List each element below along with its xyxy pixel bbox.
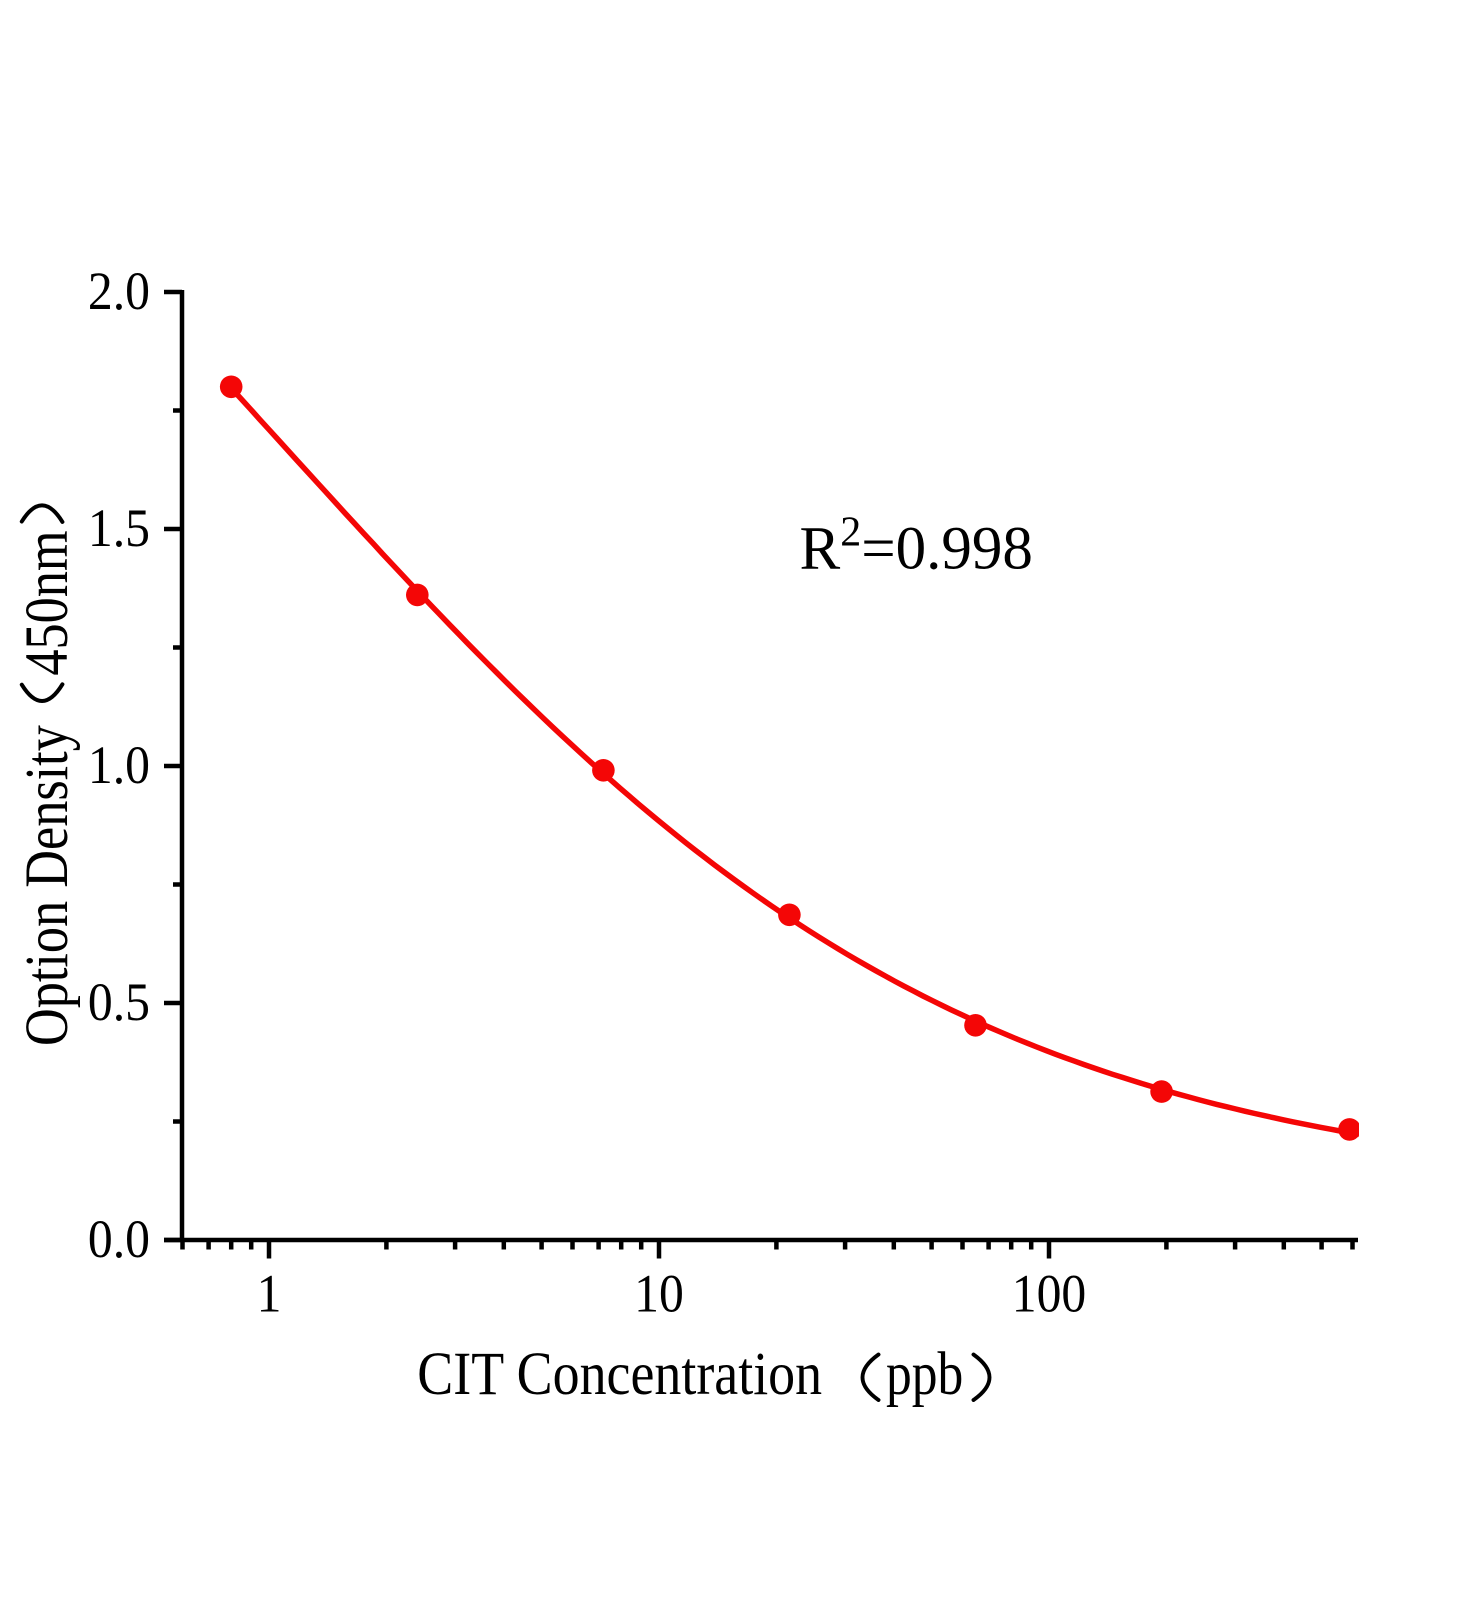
svg-text:0.0: 0.0 xyxy=(88,1210,150,1269)
svg-text:ppb: ppb xyxy=(886,1341,963,1408)
svg-text:R2=0.998: R2=0.998 xyxy=(800,510,1033,583)
svg-text:Option Density: Option Density xyxy=(13,725,81,1046)
svg-text:1.0: 1.0 xyxy=(88,736,150,795)
svg-text:1.5: 1.5 xyxy=(88,499,150,558)
svg-text:CIT Concentration: CIT Concentration xyxy=(417,1341,822,1408)
svg-text:2.0: 2.0 xyxy=(88,262,150,321)
svg-text:450nm: 450nm xyxy=(13,530,81,675)
svg-text:10: 10 xyxy=(634,1265,684,1324)
svg-text:100: 100 xyxy=(1012,1265,1087,1324)
svg-text:0.5: 0.5 xyxy=(88,973,150,1032)
svg-text:1: 1 xyxy=(257,1265,282,1324)
